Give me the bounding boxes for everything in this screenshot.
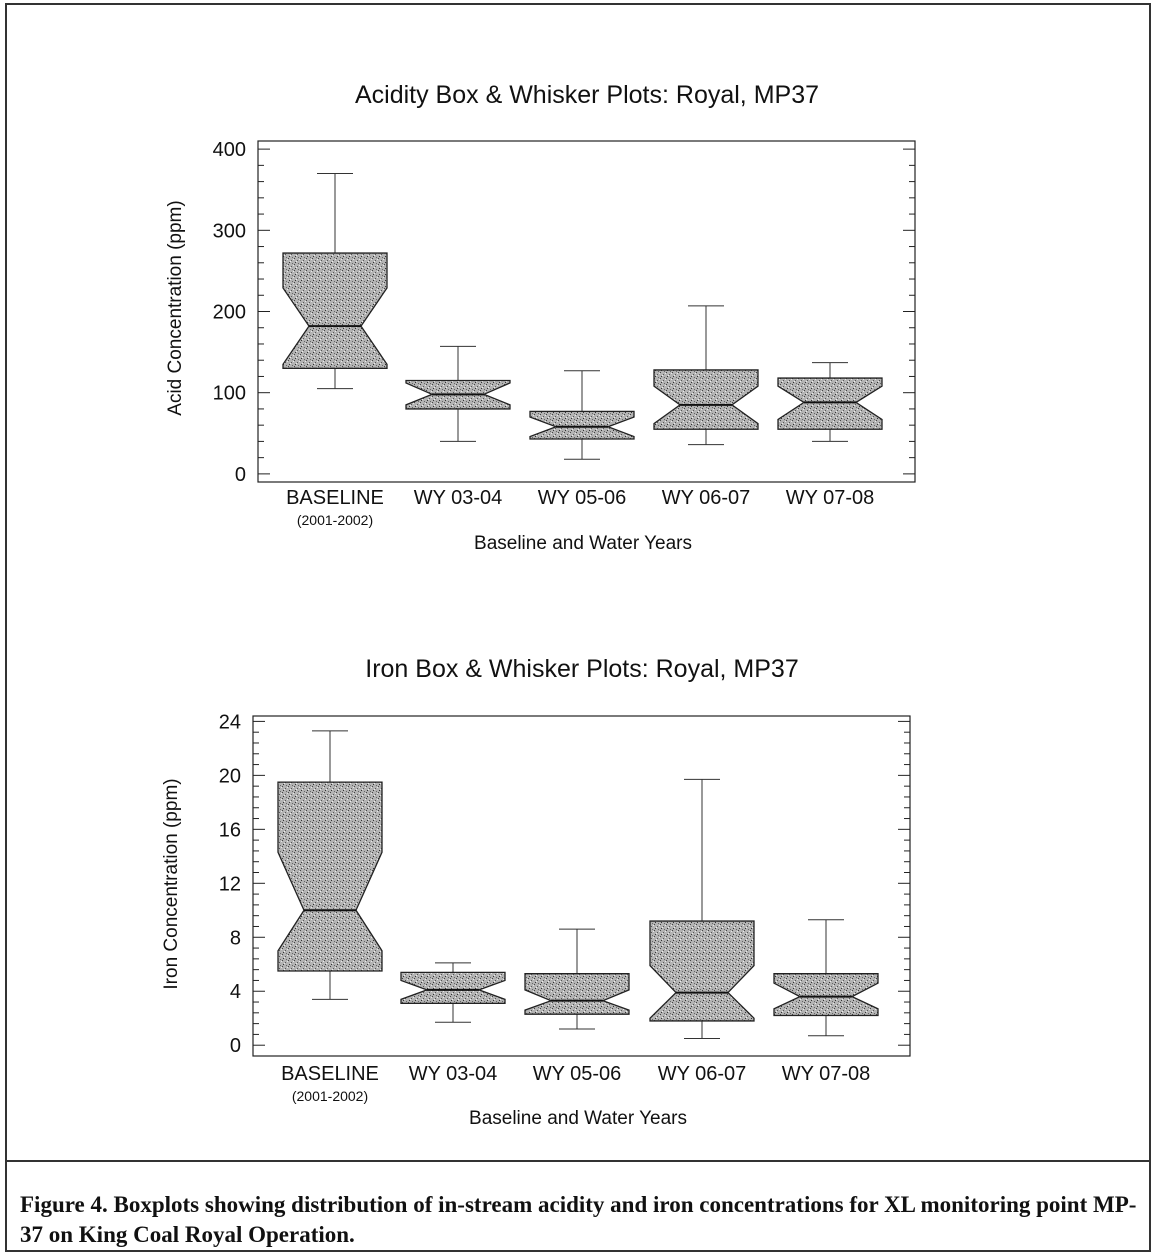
acidity-chart: Acidity Box & Whisker Plots: Royal, MP37…: [165, 81, 916, 554]
notched-box: [777, 377, 883, 430]
x-category-label: WY 07-08: [782, 1063, 871, 1085]
box-5: [773, 919, 879, 1037]
acidity-x-axis-label: Baseline and Water Years: [474, 533, 692, 554]
notched-box: [282, 252, 388, 369]
notched-box: [277, 781, 383, 972]
y-tick-label: 8: [230, 927, 241, 949]
y-tick-label: 0: [230, 1035, 241, 1057]
x-category-label: WY 06-07: [658, 1063, 747, 1085]
box-3: [529, 370, 635, 460]
y-tick-label: 300: [213, 220, 246, 242]
x-category-label: BASELINE: [281, 1063, 379, 1085]
x-category-sublabel: (2001-2002): [292, 1088, 368, 1104]
y-tick-label: 16: [219, 819, 241, 841]
notched-box: [524, 973, 630, 1015]
x-category-label: WY 03-04: [414, 487, 503, 509]
acidity-plot-area: 0 100 200 300 400 BASELINE (2001-2002) WY 03-04…: [213, 139, 916, 528]
box-1: [282, 172, 388, 390]
figure-canvas: Acidity Box & Whisker Plots: Royal, MP37…: [161, 81, 916, 1129]
iron-plot-area: 0 4 8 12 16 20 24 BASELINE (2001-2002) WY 03-04 WY…: [219, 711, 911, 1104]
y-tick-label: 200: [213, 302, 246, 324]
acidity-chart-title: Acidity Box & Whisker Plots: Royal, MP37: [355, 81, 819, 109]
iron-chart-title: Iron Box & Whisker Plots: Royal, MP37: [365, 655, 798, 683]
y-tick-label: 0: [235, 464, 246, 486]
iron-x-axis-label: Baseline and Water Years: [469, 1108, 687, 1129]
iron-y-axis-label: Iron Concentration (ppm): [161, 778, 182, 989]
box-4: [653, 305, 759, 446]
x-category-label: WY 07-08: [786, 487, 875, 509]
x-category-sublabel: (2001-2002): [297, 512, 373, 528]
figure-frame: [5, 3, 1151, 1252]
notched-box: [773, 973, 879, 1017]
acidity-y-axis-label: Acid Concentration (ppm): [165, 200, 186, 415]
box-2: [400, 962, 506, 1023]
y-tick-label: 24: [219, 711, 241, 733]
y-tick-label: 400: [213, 139, 246, 161]
notched-box: [653, 369, 759, 430]
figure-caption: Figure 4. Boxplots showing distribution …: [20, 1192, 1137, 1247]
x-category-label: BASELINE: [286, 487, 384, 509]
y-tick-label: 12: [219, 873, 241, 895]
iron-chart: Iron Box & Whisker Plots: Royal, MP37 Ir…: [161, 655, 911, 1129]
x-category-label: WY 06-07: [662, 487, 751, 509]
box-2: [405, 345, 511, 442]
box-3: [524, 928, 630, 1030]
y-tick-label: 4: [230, 981, 241, 1003]
box-5: [777, 362, 883, 442]
box-1: [277, 730, 383, 1000]
notched-box: [649, 920, 755, 1022]
notched-box: [529, 410, 635, 440]
notched-box: [400, 971, 506, 1005]
caption-divider: [5, 1160, 1151, 1162]
x-category-label: WY 03-04: [409, 1063, 498, 1085]
plot-frame: [252, 715, 911, 1057]
box-4: [649, 778, 755, 1039]
x-category-label: WY 05-06: [533, 1063, 622, 1085]
y-tick-label: 20: [219, 765, 241, 787]
y-tick-label: 100: [213, 383, 246, 405]
x-category-label: WY 05-06: [538, 487, 627, 509]
